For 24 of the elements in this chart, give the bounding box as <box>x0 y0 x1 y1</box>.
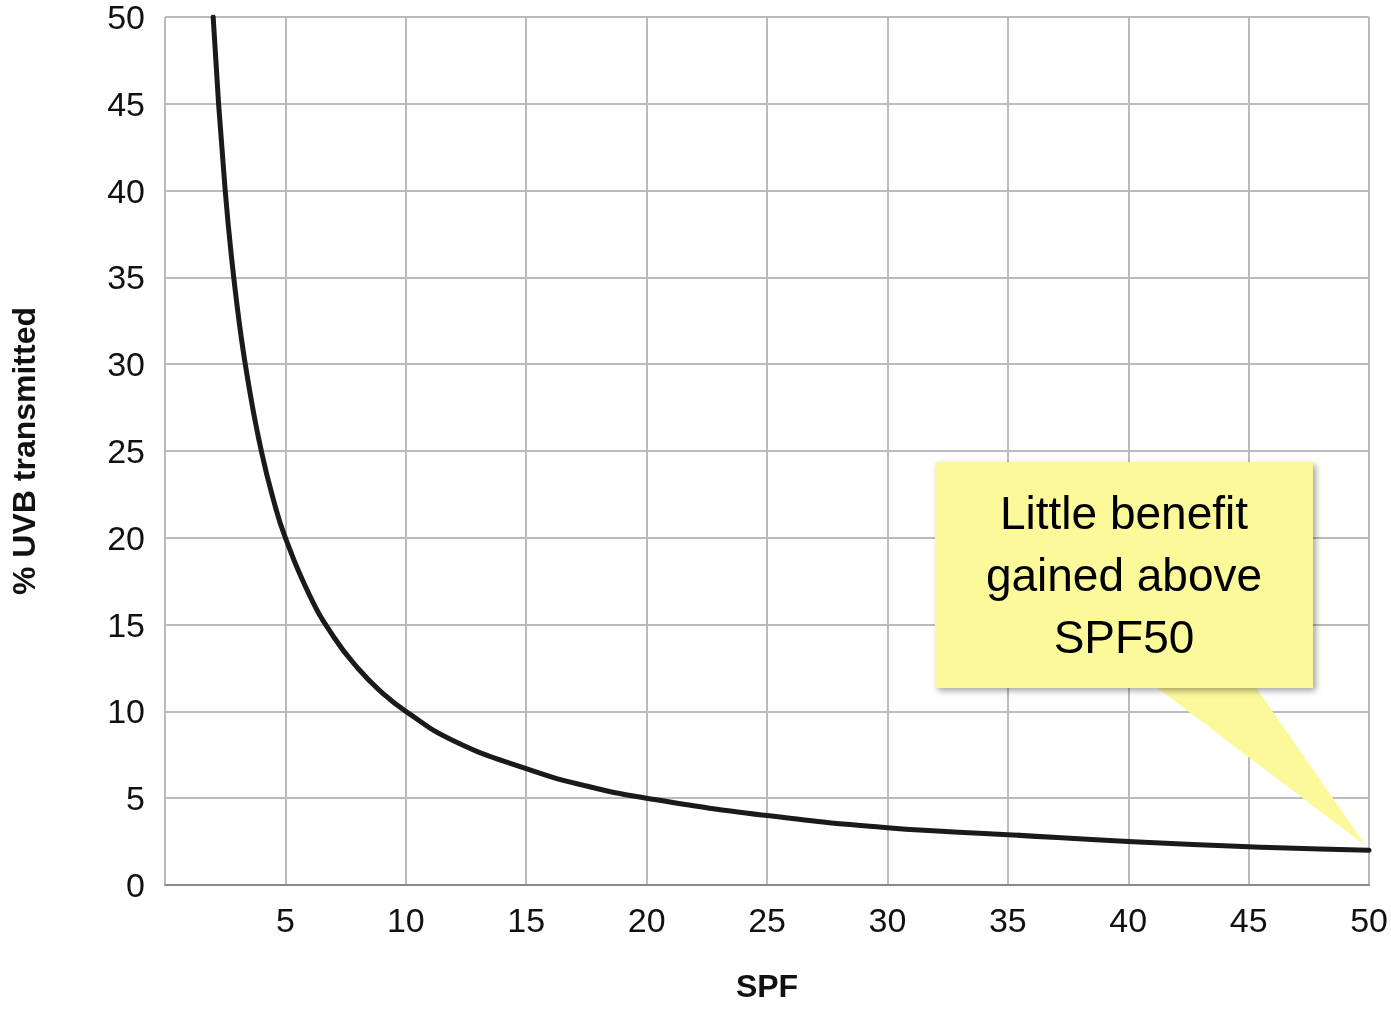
x-tick-label: 40 <box>1109 901 1148 939</box>
y-tick-label: 5 <box>126 779 145 818</box>
y-tick-label: 35 <box>107 258 145 297</box>
y-tick-label: 45 <box>107 84 145 123</box>
annotation: Little benefit gained above SPF50 <box>935 462 1313 688</box>
y-tick-label: 50 <box>107 0 145 36</box>
x-tick-label: 20 <box>627 901 666 939</box>
x-tick-label: 10 <box>386 901 425 939</box>
x-tick-label: 50 <box>1350 901 1388 939</box>
x-tick-label: 35 <box>988 901 1027 939</box>
y-tick-label: 25 <box>107 432 145 470</box>
x-tick-label: 25 <box>748 901 786 939</box>
x-tick-label: 15 <box>507 901 546 939</box>
y-axis-title: % UVB transmitted <box>6 306 42 596</box>
y-tick-label: 30 <box>107 345 145 384</box>
x-axis-title: SPF <box>735 968 799 1004</box>
y-tick-label: 20 <box>107 518 145 557</box>
x-tick-label: 30 <box>868 901 907 939</box>
y-tick-label: 15 <box>107 605 145 644</box>
y-tick-label: 10 <box>107 692 145 731</box>
x-tick-label: 5 <box>275 901 295 939</box>
y-tick-label: 40 <box>107 171 145 210</box>
y-tick-label: 0 <box>126 866 145 904</box>
x-tick-label: 45 <box>1229 901 1268 939</box>
